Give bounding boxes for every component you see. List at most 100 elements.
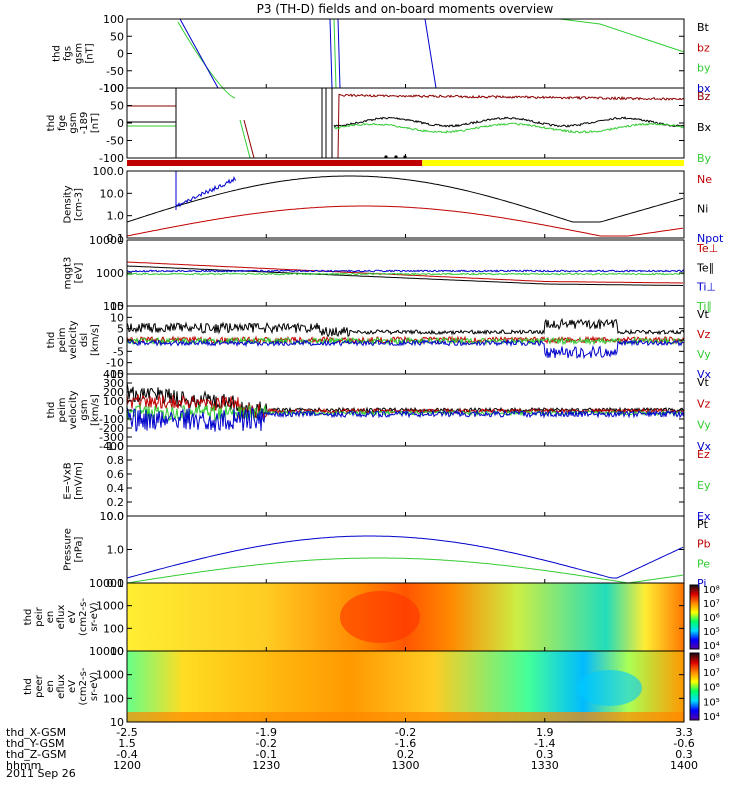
- x-tick-label: -0.6: [673, 737, 694, 750]
- y-tick-label: 1000: [96, 669, 124, 682]
- vel-dsl-vx-curve: [126, 338, 685, 360]
- legend-entry: Bz: [697, 90, 711, 103]
- y-axis-label: thd: [46, 332, 57, 349]
- legend-entry: Pt: [697, 518, 709, 531]
- legend-entry: Te∥: [696, 261, 714, 274]
- legend-entry: Pb: [697, 538, 711, 551]
- x-tick-label: 1.9: [536, 726, 554, 739]
- y-tick-label: 1000: [96, 600, 124, 613]
- y-axis-label: thd: [46, 115, 57, 132]
- legend-entry: Ne: [697, 173, 712, 186]
- y-axis-label: [nT]: [90, 113, 101, 133]
- y-tick-label: 0.1: [107, 577, 125, 590]
- fgs-bx-curve: [424, 18, 437, 89]
- y-tick-label: 5: [117, 323, 124, 336]
- legend-entry: Vt: [697, 308, 710, 321]
- y-tick-label: 0: [117, 117, 124, 130]
- y-tick-label: 100: [103, 622, 124, 635]
- y-axis-label: eV: [67, 680, 78, 693]
- fge-bz-curve: [334, 93, 685, 159]
- y-tick-label: -15: [106, 368, 124, 381]
- density-ne-curve: [126, 205, 684, 237]
- y-tick-label: 10: [110, 716, 124, 729]
- y-tick-label: 10000: [89, 645, 124, 658]
- y-tick-label: 10000: [89, 234, 124, 247]
- x-tick-label: 1200: [113, 759, 141, 772]
- date-label: 2011 Sep 26: [6, 767, 76, 780]
- y-tick-label: 10.0: [100, 510, 125, 523]
- y-axis-label: peim: [57, 397, 68, 422]
- y-axis-label: velocity: [68, 320, 79, 359]
- y-tick-label: 1000: [96, 267, 124, 280]
- x-tick-label: 1330: [531, 759, 559, 772]
- y-axis-label: Pressure: [63, 528, 74, 571]
- panel-frame-fge: [126, 87, 685, 159]
- y-axis-label: sr-eV): [89, 602, 100, 631]
- x-tick-label: 1300: [392, 759, 420, 772]
- fge-by-curve: [333, 122, 685, 134]
- y-axis-label: thd: [52, 45, 63, 62]
- peir-hot-spot: [340, 591, 420, 643]
- x-row-label: thd_Z-GSM: [6, 748, 66, 761]
- legend-entry: Bt: [697, 21, 710, 34]
- y-tick-label: -200: [99, 422, 124, 435]
- legend-entry: Vx: [697, 440, 712, 453]
- y-axis-label: en: [45, 611, 56, 624]
- y-tick-label: 300: [103, 377, 124, 390]
- y-axis-label: velocity: [68, 390, 79, 429]
- chart-title: P3 (TH-D) fields and on-board moments ov…: [257, 2, 554, 16]
- y-tick-label: 10000: [89, 577, 124, 590]
- y-axis-label: thd: [23, 678, 34, 695]
- y-tick-label: 200: [103, 386, 124, 399]
- x-tick-label: 1400: [670, 759, 698, 772]
- y-axis-label: Density: [63, 185, 74, 223]
- x-tick-label: -0.4: [116, 748, 137, 761]
- y-axis-label: thd: [23, 609, 34, 626]
- y-tick-label: 100: [103, 395, 124, 408]
- colorbar: [689, 584, 700, 650]
- y-tick-label: 1.0: [107, 544, 125, 557]
- y-tick-label: -100: [99, 82, 124, 95]
- y-tick-label: 0.6: [107, 468, 125, 481]
- legend-entry: Pe: [697, 557, 710, 570]
- y-axis-label: (cm2-s-: [78, 598, 89, 636]
- colorbar-tick-label: 10⁷: [703, 668, 720, 679]
- fge-spike: [239, 119, 251, 159]
- x-tick-label: 0.3: [675, 748, 693, 761]
- legend-entry: Ti∥: [696, 300, 712, 313]
- density-npot-curve: [175, 176, 237, 208]
- y-tick-label: 400: [103, 368, 124, 381]
- y-tick-label: 50: [110, 30, 124, 43]
- y-axis-label: [mV/m]: [74, 462, 85, 500]
- y-tick-label: 100: [103, 300, 124, 313]
- legend-entry: Vy: [697, 419, 711, 432]
- legend-entry: Vx: [697, 368, 712, 381]
- y-axis-label: [km/s]: [90, 324, 101, 356]
- temp-tiperp-curve: [126, 269, 685, 273]
- peer-cold-spot: [578, 670, 642, 706]
- fgs-bx-curve: [179, 18, 219, 89]
- y-tick-label: 50: [110, 100, 124, 113]
- y-axis-label: fge: [57, 115, 68, 131]
- x-tick-label: 1.5: [118, 737, 136, 750]
- fgs-by-curve: [559, 18, 685, 53]
- peer-low-band: [127, 712, 684, 722]
- y-tick-label: 0.4: [107, 482, 125, 495]
- x-tick-label: 3.3: [675, 726, 693, 739]
- y-tick-label: 100: [103, 82, 124, 95]
- legend-entry: Npot: [697, 232, 724, 245]
- y-tick-label: 0: [117, 334, 124, 347]
- colorbar-tick-label: 10⁵: [703, 627, 720, 638]
- colorbar-tick-label: 10⁵: [703, 697, 720, 708]
- y-tick-label: -50: [106, 65, 124, 78]
- y-axis-label: [km/s]: [90, 394, 101, 426]
- y-tick-label: 10: [110, 311, 124, 324]
- panel-frame-efield: [126, 445, 685, 517]
- legend-entry: Bx: [697, 121, 712, 134]
- colorbar-tick-label: 10⁸: [703, 585, 720, 596]
- y-tick-label: 0: [117, 404, 124, 417]
- colorbar: [689, 652, 700, 721]
- y-axis-label: (cm2-s-: [78, 667, 89, 705]
- legend-entry: Ex: [697, 510, 711, 523]
- y-axis-label: peir: [34, 606, 45, 626]
